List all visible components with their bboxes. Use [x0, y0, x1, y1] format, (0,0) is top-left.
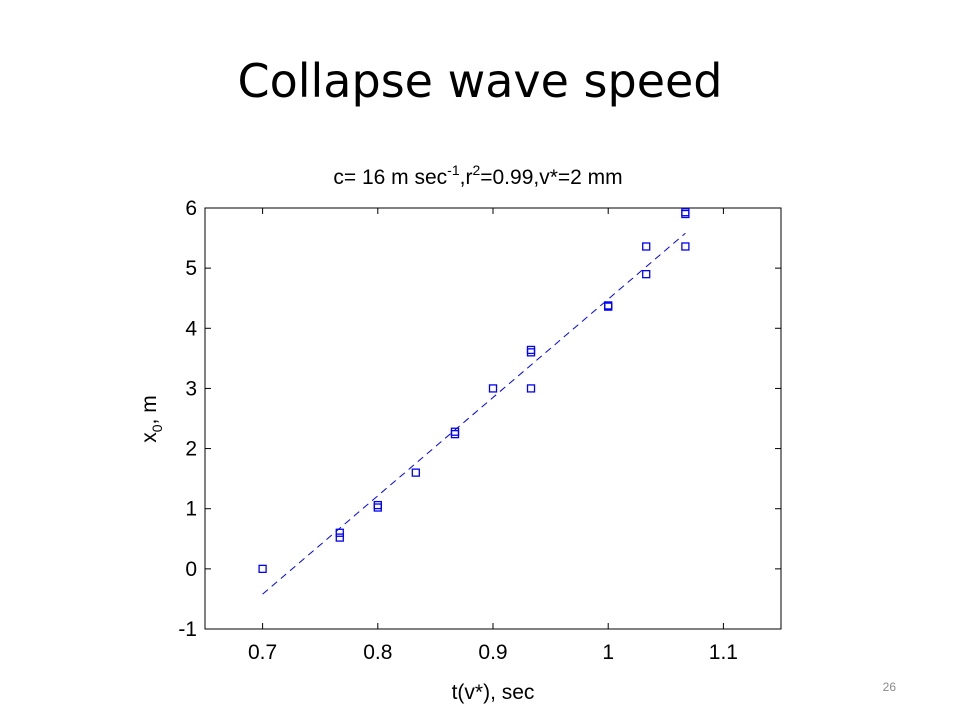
- chart-title-mid: ,r: [460, 166, 473, 189]
- y-tick-label: 3: [185, 377, 197, 400]
- y-tick-label: 0: [185, 558, 197, 581]
- data-point: [642, 270, 651, 279]
- x-tick-label: 0.7: [248, 641, 277, 664]
- x-tick-label: 1: [602, 641, 614, 664]
- data-point: [681, 242, 690, 251]
- y-tick-label: -1: [178, 618, 197, 641]
- slide-title: Collapse wave speed: [237, 54, 723, 108]
- chart-title-prefix: c= 16 m sec: [333, 166, 447, 189]
- y-tick-label: 2: [185, 438, 197, 461]
- data-point: [681, 208, 690, 217]
- y-axis-label-sub: 0: [149, 424, 165, 432]
- data-point: [258, 564, 267, 574]
- data-point: [450, 427, 460, 436]
- fit-line: [262, 232, 686, 595]
- x-tick-label: 1.1: [709, 641, 738, 664]
- data-point: [526, 384, 536, 393]
- plot-area-frame: [204, 207, 782, 630]
- y-axis-label: x0, m: [138, 395, 165, 442]
- x-ticks: 0.7 0.8 0.9 1 1.1: [248, 208, 738, 664]
- y-tick-label: 6: [185, 197, 197, 220]
- fit-line-layer: [262, 232, 686, 595]
- y-tick-label: 4: [185, 317, 197, 340]
- y-axis-label-base: x: [138, 432, 161, 443]
- y-ticks: -1 0 1 2 3 4 5 6: [178, 197, 781, 641]
- data-point: [642, 242, 651, 251]
- chart-title-sup1: -1: [447, 162, 460, 178]
- page-number: 26: [882, 680, 896, 694]
- y-tick-label: 5: [185, 257, 197, 280]
- chart-title: c= 16 m sec-1,r2=0.99,v*=2 mm: [333, 162, 622, 189]
- y-tick-label: 1: [185, 498, 197, 521]
- data-point: [373, 500, 382, 510]
- y-axis-label-suffix: , m: [138, 395, 161, 424]
- data-point: [526, 345, 536, 355]
- data-point: [335, 533, 344, 542]
- chart-title-suffix: =0.99,v*=2 mm: [480, 166, 622, 189]
- x-tick-label: 0.9: [478, 641, 507, 664]
- x-tick-label: 0.8: [363, 641, 392, 664]
- data-point: [604, 301, 613, 310]
- data-point: [411, 468, 420, 477]
- chart-title-sup2: 2: [472, 162, 480, 178]
- x-axis-label: t(v*), sec: [452, 681, 535, 704]
- marker-layer: [258, 208, 690, 574]
- data-point: [488, 384, 498, 393]
- data-point: [335, 528, 344, 537]
